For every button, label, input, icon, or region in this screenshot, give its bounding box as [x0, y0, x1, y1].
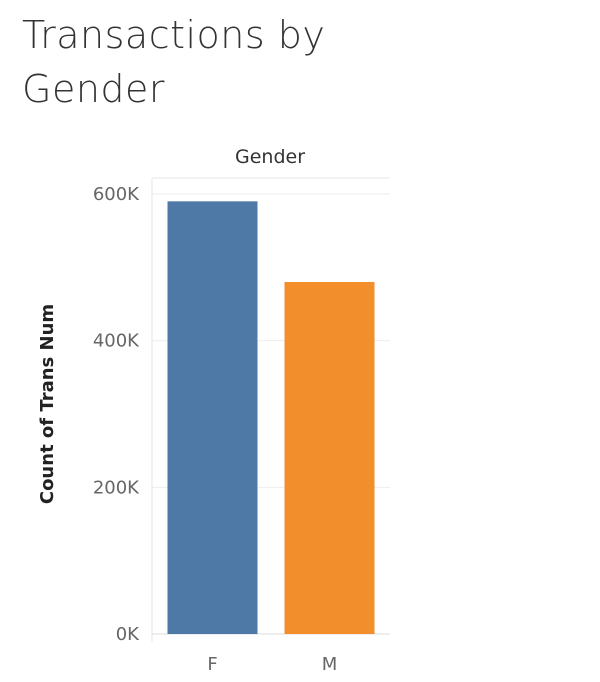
y-tick-labels: 0K 200K 400K 600K	[93, 184, 140, 645]
bar-m	[284, 282, 375, 634]
x-tick-label: F	[207, 654, 217, 675]
column-header: Gender	[235, 146, 305, 168]
y-axis-label: Count of Trans Num	[37, 304, 58, 504]
bar-f	[167, 201, 258, 635]
y-tick-label: 400K	[93, 331, 140, 352]
bars	[167, 201, 375, 635]
y-tick-label: 0K	[116, 624, 140, 645]
y-tick-label: 600K	[93, 184, 140, 205]
y-tick-label: 200K	[93, 477, 140, 498]
x-tick-label: M	[322, 654, 338, 675]
chart-title: Transactions by Gender	[22, 13, 326, 111]
